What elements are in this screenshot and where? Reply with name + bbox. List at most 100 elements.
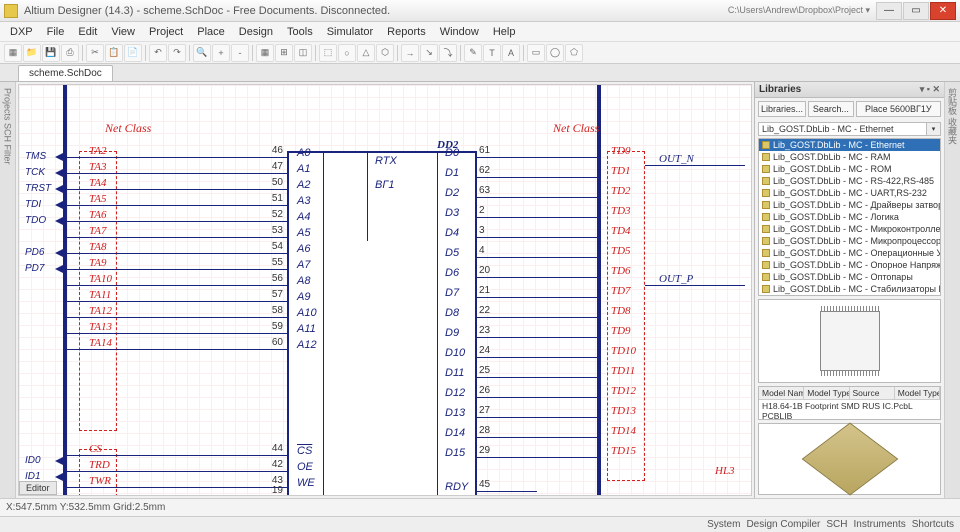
toolbar-button[interactable]: ✎ <box>464 44 482 62</box>
library-icon <box>762 273 770 281</box>
toolbar-button[interactable]: ↷ <box>168 44 186 62</box>
library-item[interactable]: Lib_GOST.DbLib - МС - ROM <box>759 163 940 175</box>
library-item[interactable]: Lib_GOST.DbLib - МС - Логика <box>759 211 940 223</box>
footer-panels: System Design Compiler SCH Instruments Short… <box>0 516 960 532</box>
port: TCK <box>23 167 55 178</box>
menu-file[interactable]: File <box>41 24 71 40</box>
library-item-label: Lib_GOST.DbLib - МС - Микропроцессоры <box>773 236 941 246</box>
left-panel-tabs[interactable]: Projects SCH Filter <box>0 82 16 498</box>
right-panel-tabs[interactable]: 剪贴板 收藏夹 <box>944 82 960 498</box>
toolbar-button[interactable]: ▭ <box>527 44 545 62</box>
net-label: TA4 <box>89 177 107 189</box>
table-header[interactable]: Source <box>850 387 895 399</box>
library-item-label: Lib_GOST.DbLib - МС - Ethernet <box>773 140 905 150</box>
doc-tab-scheme[interactable]: scheme.SchDoc <box>18 65 113 81</box>
library-item[interactable]: Lib_GOST.DbLib - МС - RS-422,RS-485 <box>759 175 940 187</box>
library-icon <box>762 201 770 209</box>
menu-project[interactable]: Project <box>143 24 189 40</box>
table-header[interactable]: Model Type N... <box>895 387 940 399</box>
3d-preview[interactable] <box>758 423 941 495</box>
toolbar-button[interactable]: ↶ <box>149 44 167 62</box>
library-item[interactable]: Lib_GOST.DbLib - МС - Драйверы затвора <box>759 199 940 211</box>
footer-tab[interactable]: Shortcuts <box>912 519 954 530</box>
port: TDO <box>23 215 56 226</box>
library-selector[interactable]: Lib_GOST.DbLib - МС - Ethernet ▾ <box>758 122 941 136</box>
toolbar-button[interactable]: △ <box>357 44 375 62</box>
menu-view[interactable]: View <box>105 24 141 40</box>
libraries-controls[interactable]: ▾ ▪ ✕ <box>920 84 940 95</box>
footer-tab[interactable]: Design Compiler <box>746 519 820 530</box>
search-button[interactable]: Search... <box>808 101 854 117</box>
library-list[interactable]: Lib_GOST.DbLib - МС - Ethernet Lib_GOST.D… <box>758 138 941 296</box>
menu-tools[interactable]: Tools <box>281 24 319 40</box>
toolbar-button[interactable]: ⬡ <box>376 44 394 62</box>
close-button[interactable]: ✕ <box>930 2 956 20</box>
library-item[interactable]: Lib_GOST.DbLib - МС - Микроконтроллеры <box>759 223 940 235</box>
minimize-button[interactable]: — <box>876 2 902 20</box>
library-item[interactable]: Lib_GOST.DbLib - МС - RAM <box>759 151 940 163</box>
toolbar-button[interactable]: A <box>502 44 520 62</box>
toolbar-button[interactable]: 📄 <box>124 44 142 62</box>
titlebar: Altium Designer (14.3) - scheme.SchDoc -… <box>0 0 960 22</box>
menu-window[interactable]: Window <box>434 24 485 40</box>
maximize-button[interactable]: ▭ <box>903 2 929 20</box>
toolbar-button[interactable]: 📁 <box>23 44 41 62</box>
toolbar-button[interactable]: ⬠ <box>565 44 583 62</box>
menu-help[interactable]: Help <box>487 24 522 40</box>
toolbar-button[interactable]: ✂ <box>86 44 104 62</box>
toolbar-button[interactable]: ◯ <box>546 44 564 62</box>
library-item[interactable]: Lib_GOST.DbLib - МС - Операционные Усили… <box>759 247 940 259</box>
toolbar-button[interactable]: → <box>401 44 419 62</box>
toolbar-button[interactable]: 💾 <box>42 44 60 62</box>
toolbar-button[interactable]: + <box>212 44 230 62</box>
toolbar-button[interactable]: ⊞ <box>275 44 293 62</box>
menu-simulator[interactable]: Simulator <box>321 24 379 40</box>
chip-3d-icon <box>801 423 898 496</box>
footer-tab[interactable]: Instruments <box>854 519 906 530</box>
library-icon <box>762 237 770 245</box>
library-icon <box>762 141 770 149</box>
toolbar-button[interactable]: ⤵ <box>439 44 457 62</box>
breadcrumb[interactable]: C:\Users\Andrew\Dropbox\Project ▾ <box>728 5 870 16</box>
port: PD6 <box>23 247 54 258</box>
toolbar-button[interactable]: T <box>483 44 501 62</box>
libraries-button[interactable]: Libraries... <box>758 101 806 117</box>
toolbar-button[interactable]: ▦ <box>256 44 274 62</box>
library-item[interactable]: Lib_GOST.DbLib - МС - Микропроцессоры <box>759 235 940 247</box>
toolbar-button[interactable]: ⎙ <box>61 44 79 62</box>
models-table[interactable]: Model NameModel TypeSourceModel Type N..… <box>758 386 941 420</box>
net-label: TA5 <box>89 193 107 205</box>
menu-design[interactable]: Design <box>233 24 279 40</box>
library-item[interactable]: Lib_GOST.DbLib - МС - Стабилизаторы Импу… <box>759 283 940 295</box>
library-icon <box>762 213 770 221</box>
table-header[interactable]: Model Type <box>804 387 849 399</box>
menu-place[interactable]: Place <box>191 24 231 40</box>
library-item[interactable]: Lib_GOST.DbLib - МС - Опорное Напряжение <box>759 259 940 271</box>
place-button[interactable]: Place 5600ВГ1У <box>856 101 941 117</box>
toolbar-button[interactable]: ↘ <box>420 44 438 62</box>
toolbar-button[interactable]: ○ <box>338 44 356 62</box>
library-item[interactable]: Lib_GOST.DbLib - МС - UART,RS-232 <box>759 187 940 199</box>
chevron-down-icon[interactable]: ▾ <box>927 122 941 136</box>
toolbar-button[interactable]: ▦ <box>4 44 22 62</box>
toolbar-button[interactable]: 📋 <box>105 44 123 62</box>
toolbar-button[interactable]: ⬚ <box>319 44 337 62</box>
toolbar-button[interactable]: ◫ <box>294 44 312 62</box>
menu-reports[interactable]: Reports <box>381 24 432 40</box>
library-icon <box>762 165 770 173</box>
library-item[interactable]: Lib_GOST.DbLib - МС - Стабилизаторы Лине… <box>759 295 940 296</box>
footer-tab[interactable]: System <box>707 519 740 530</box>
editor-tab[interactable]: Editor <box>19 481 57 495</box>
toolbar-button[interactable]: 🔍 <box>193 44 211 62</box>
library-item[interactable]: Lib_GOST.DbLib - МС - Ethernet <box>759 139 940 151</box>
library-item[interactable]: Lib_GOST.DbLib - МС - Оптопары <box>759 271 940 283</box>
menu-dxp[interactable]: DXP <box>4 24 39 40</box>
net-label: TA3 <box>89 161 107 173</box>
library-item-label: Lib_GOST.DbLib - МС - RAM <box>773 152 891 162</box>
menu-edit[interactable]: Edit <box>72 24 103 40</box>
table-header[interactable]: Model Name <box>759 387 804 399</box>
schematic-canvas[interactable]: DD2RTXВГ1Net ClassNet ClassTMSTCKTRSTTDI… <box>18 84 752 496</box>
footer-tab[interactable]: SCH <box>826 519 847 530</box>
library-item-label: Lib_GOST.DbLib - МС - ROM <box>773 164 892 174</box>
toolbar-button[interactable]: - <box>231 44 249 62</box>
